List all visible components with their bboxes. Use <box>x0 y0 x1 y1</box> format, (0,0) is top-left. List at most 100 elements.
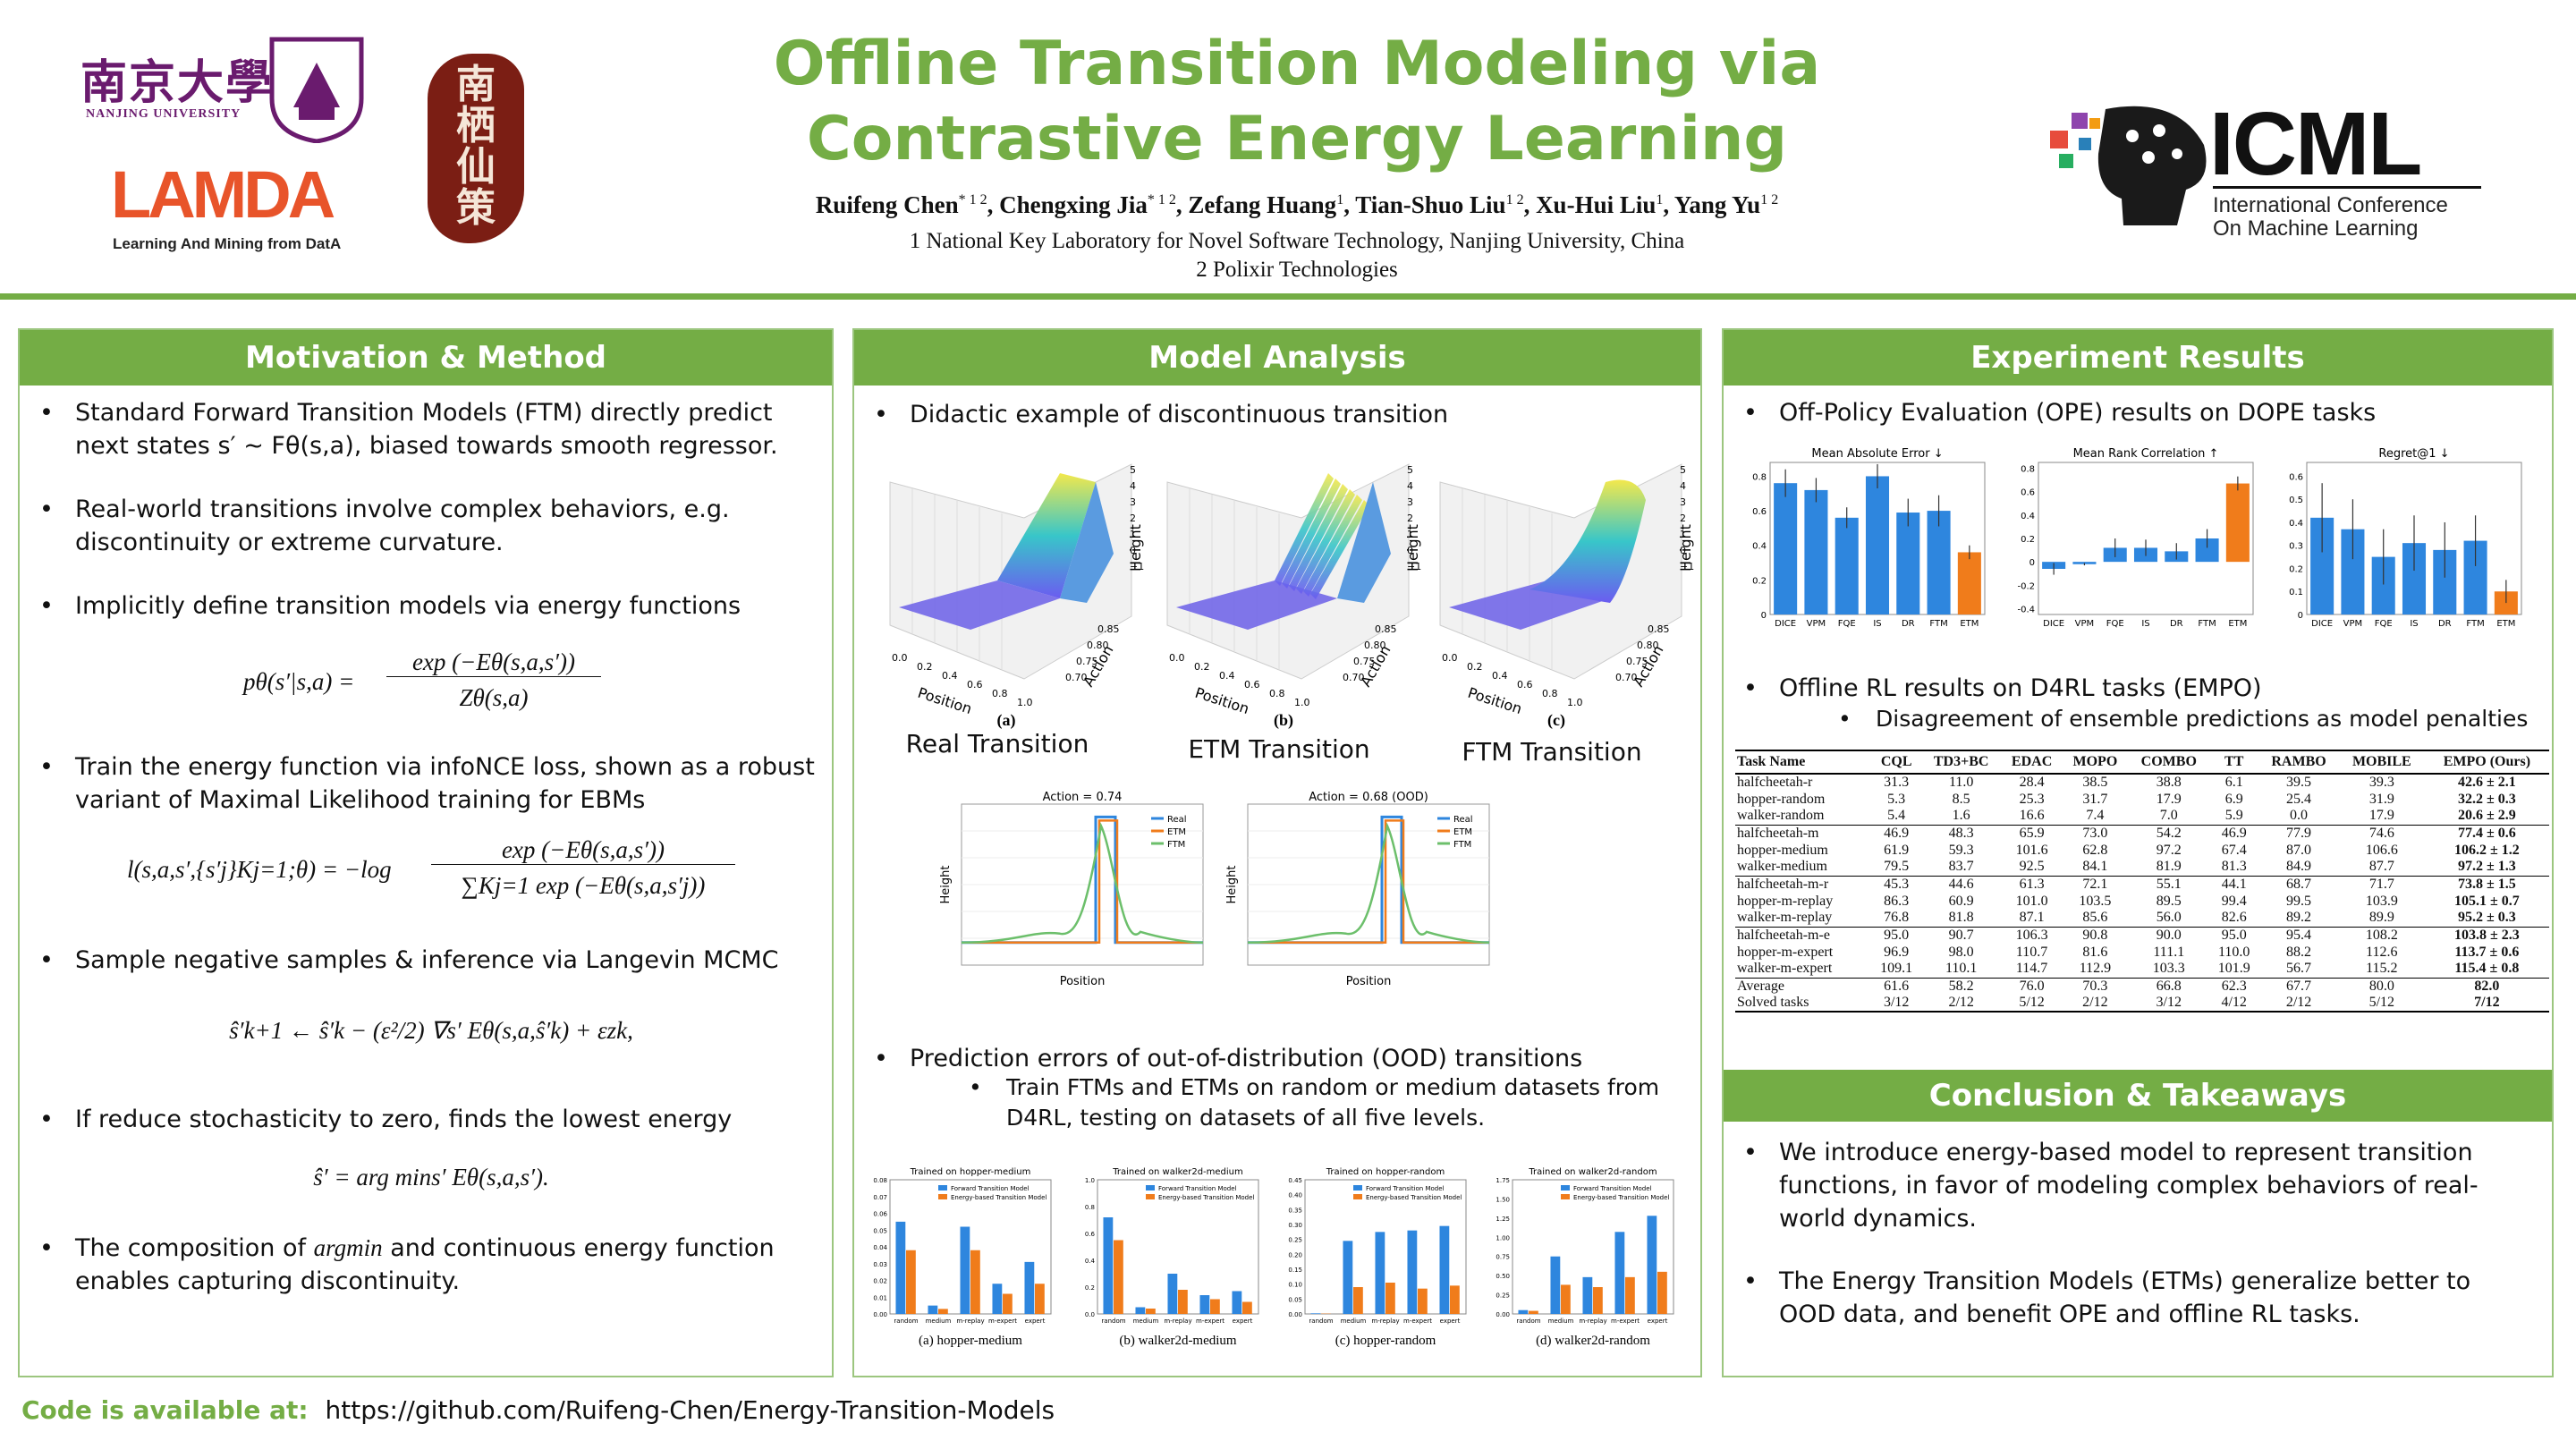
x-tick: DICE <box>2043 619 2064 629</box>
table-cell: hopper-medium <box>1737 842 1828 858</box>
ftm-bar <box>960 1226 970 1314</box>
table-cell: 112.9 <box>2079 961 2112 977</box>
table-cell: 95.4 <box>2258 926 2339 944</box>
table-cell: 3/12 <box>2128 995 2210 1013</box>
poster-title: Offline Transition Modeling via Contrast… <box>773 29 1821 174</box>
y-tick: 0.6 <box>1085 1231 1096 1238</box>
table-cell: 67.7 <box>2258 977 2339 995</box>
legend-swatch <box>1146 1185 1155 1191</box>
icml-rule <box>2213 186 2481 189</box>
legend-label: ETM <box>1453 827 1472 837</box>
ood-caption: (b) walker2d-medium <box>1119 1334 1237 1348</box>
table-cell: 2/12 <box>2258 995 2339 1013</box>
y-tick: 0.10 <box>1288 1282 1302 1289</box>
affiliation-2: 2 Polixir Technologies <box>1196 258 1398 282</box>
y-tick: 1.25 <box>1496 1216 1510 1223</box>
table-row: halfcheetah-m 46.9 48.3 65.9 73.0 54.2 46.9 77.… <box>1735 824 2549 842</box>
table-cell: 67.4 <box>2221 842 2247 858</box>
table-cell: 5/12 <box>2338 995 2425 1013</box>
x-tick: random <box>894 1318 918 1325</box>
y-tick: 0.50 <box>1496 1273 1510 1280</box>
table-row: walker-random 5.4 1.6 16.6 7.4 7.0 5.9 0.0 17.9 2… <box>1735 808 2549 825</box>
ftm-bar <box>992 1284 1003 1314</box>
y-axis-label: Height <box>1225 866 1239 904</box>
etm-bar <box>1003 1293 1013 1314</box>
etm-bar <box>1450 1285 1460 1314</box>
equation-langevin: ŝ′k+1 ← ŝ′k − (ε²/2) ∇s′ Eθ(s,a,ŝ′k) + ε… <box>229 1017 633 1044</box>
author-name: Chengxing Jia <box>999 191 1148 218</box>
table-cell: 112.6 <box>2366 944 2398 960</box>
y-tick: 0.8 <box>1085 1204 1095 1211</box>
y-tick: -0.2 <box>2017 581 2035 591</box>
legend-label: Real <box>1167 815 1187 825</box>
legend-swatch <box>1561 1194 1570 1199</box>
lamda-logo: LAMDA Learning And Mining from DatA <box>111 157 361 255</box>
x-tick: medium <box>1341 1318 1367 1325</box>
legend-label: FTM <box>1167 840 1185 850</box>
ftm-bar <box>928 1305 938 1314</box>
surface-plots-3d: PositionActionHeight0.00.20.40.60.81.00.… <box>889 463 1694 730</box>
equation-infonce: l(s,a,s′,{s′j}Kj=1;θ) = −log exp (−Eθ(s,… <box>127 836 771 908</box>
table-cell: 31.7 <box>2082 791 2108 807</box>
table-cell: 56.7 <box>2286 961 2312 977</box>
table-cell: 101.9 <box>2217 961 2250 977</box>
table-cell: 84.1 <box>2082 859 2108 875</box>
x-tick: 0.6 <box>1244 679 1260 691</box>
etm-bar <box>1385 1283 1395 1314</box>
y-tick: 0.45 <box>1288 1177 1302 1184</box>
ftm-bar <box>1103 1217 1114 1314</box>
z-tick: −1 <box>1407 561 1421 572</box>
table-cell: 80.0 <box>2338 977 2425 995</box>
table-cell: 103.8 ± 2.3 <box>2424 926 2549 944</box>
z-tick: 4 <box>1680 480 1686 492</box>
table-cell: 81.8 <box>1948 910 1974 926</box>
plot-b-label: ETM Transition <box>1188 734 1370 764</box>
x-tick: m-replay <box>1579 1318 1606 1325</box>
x-tick: 1.0 <box>1017 697 1033 708</box>
ood-caption: (d) walker2d-random <box>1536 1334 1650 1348</box>
table-cell: 5.4 <box>1887 808 1906 824</box>
y-tick: 0.2 <box>2289 564 2303 574</box>
ftm-bar <box>1375 1232 1385 1314</box>
table-header-cell: EMPO (Ours) <box>2424 750 2549 775</box>
surface-spike <box>1310 500 1369 599</box>
experiment-bullet-1: Off-Policy Evaluation (OPE) results on D… <box>1743 396 2539 429</box>
x-tick: 0.4 <box>1492 670 1508 682</box>
surface-plot-b: PositionActionHeight0.00.20.40.60.81.00.… <box>1166 463 1421 730</box>
x-axis-label: Position <box>1060 975 1106 988</box>
author-name: Zefang Huang <box>1188 191 1337 218</box>
z-tick: 5 <box>1407 464 1413 476</box>
equation-energy-density: pθ(s′|s,a) = exp (−Eθ(s,a,s′)) Zθ(s,a) <box>243 648 619 720</box>
table-row: Average 61.6 58.2 76.0 70.3 66.8 62.3 67.7 80.0 8… <box>1735 977 2549 995</box>
z-axis-label: Height <box>1127 524 1144 572</box>
table-cell: 1.6 <box>1952 808 1970 824</box>
lamda-wordmark: LAMDA <box>111 157 335 232</box>
x-tick: 0.8 <box>1542 688 1558 699</box>
x-tick: FTM <box>2466 619 2484 629</box>
z-tick: 1 <box>1130 529 1136 540</box>
x-tick: 1.0 <box>1567 697 1583 708</box>
y-tick: 0.01 <box>873 1294 887 1301</box>
table-cell: 106.2 ± 1.2 <box>2453 842 2520 858</box>
table-cell: 90.8 <box>2062 926 2129 944</box>
table-row: walker-medium 79.5 83.7 92.5 84.1 81.9 81.3 84.… <box>1735 859 2549 876</box>
motivation-bullet-7: The composition of argmin and continuous… <box>39 1232 818 1298</box>
ftm-bar <box>1199 1295 1210 1314</box>
table-cell: hopper-m-expert <box>1737 944 1834 960</box>
table-cell: 97.2 ± 1.3 <box>2457 859 2516 875</box>
table-cell: 58.2 <box>1920 977 2002 995</box>
legend-label: Real <box>1453 815 1473 825</box>
table-header-cell: CQL <box>1871 750 1921 775</box>
z-tick: 2 <box>1407 513 1413 524</box>
motivation-heading: Motivation & Method <box>20 330 832 386</box>
analysis-bullet-2: Prediction errors of out-of-distribution… <box>874 1042 1679 1075</box>
table-cell: 45.3 <box>1871 875 1921 893</box>
y-tick: 0.1 <box>2289 588 2303 597</box>
code-link[interactable]: https://github.com/Ruifeng-Chen/Energy-T… <box>325 1395 1055 1425</box>
table-cell: 61.3 <box>2001 875 2063 893</box>
table-cell: 62.8 <box>2082 842 2108 858</box>
table-cell: 82.6 <box>2221 910 2247 926</box>
x-tick: expert <box>1025 1318 1046 1325</box>
author-affil-sup: 1 2 <box>1760 192 1779 208</box>
y-tick: 0.25 <box>1496 1292 1510 1300</box>
